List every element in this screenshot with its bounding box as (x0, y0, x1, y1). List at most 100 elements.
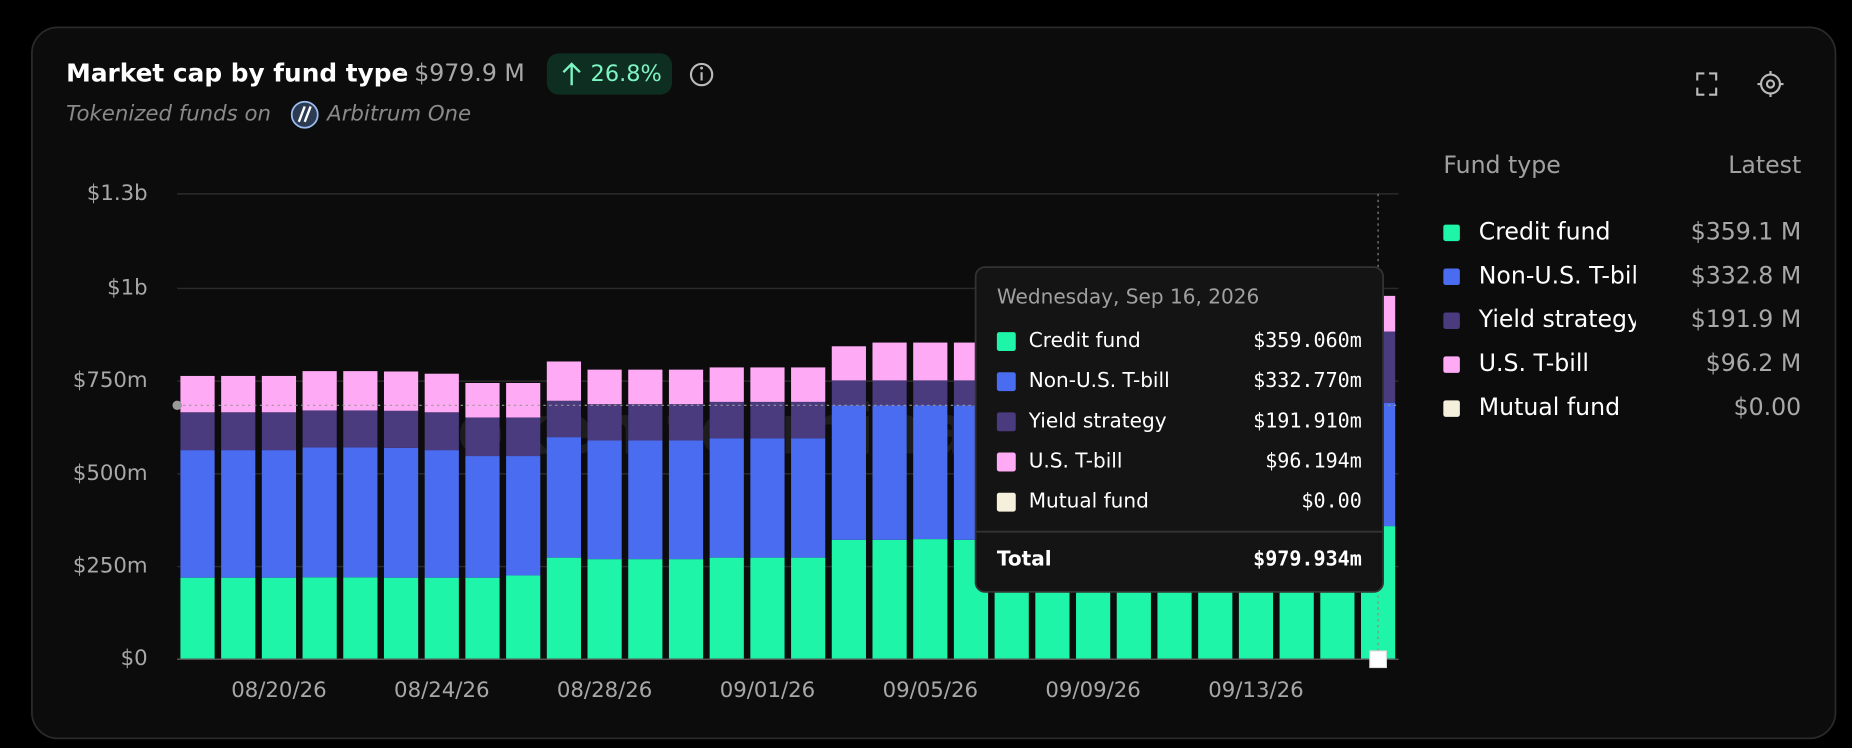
bar-segment (261, 375, 297, 413)
settings-icon[interactable] (1757, 71, 1784, 98)
bar-segment (750, 367, 785, 402)
bar-segment (424, 450, 459, 578)
tooltip-series-name: Credit fund (1029, 328, 1141, 352)
bar-segment (424, 412, 459, 451)
bar-segment (913, 539, 948, 660)
bar-segment (750, 401, 785, 439)
legend-name: Mutual fund (1479, 393, 1620, 421)
bar-segment (302, 447, 337, 578)
bar-segment (750, 557, 785, 660)
bar-segment (261, 412, 297, 451)
tooltip: Wednesday, Sep 16, 2026 Credit fund $359.0… (974, 266, 1384, 593)
legend-name: Yield strategy (1478, 305, 1641, 333)
bar-segment (587, 440, 622, 560)
bar-segment (506, 382, 541, 418)
bar-segment (261, 450, 297, 578)
bar-segment (180, 450, 215, 578)
bar-segment (546, 400, 582, 438)
tooltip-value: $96.194m (1265, 448, 1362, 472)
bar-segment (506, 456, 541, 576)
bar-segment (221, 577, 256, 660)
bar-segment (424, 577, 459, 660)
bar-segment (831, 380, 866, 406)
bar-segment (302, 410, 337, 448)
bar-segment (872, 380, 907, 406)
y-tick-label: $0 (121, 646, 148, 671)
tooltip-value: $0.00 (1301, 489, 1361, 513)
legend-name: Credit fund (1479, 217, 1611, 245)
tooltip-swatch (996, 372, 1016, 392)
expand-icon[interactable] (1696, 72, 1718, 96)
bar-segment (465, 456, 500, 578)
y-tick-label: $1.3b (87, 181, 148, 206)
x-tick-label: 09/13/26 (1208, 678, 1303, 703)
tooltip-total-label: Total (997, 547, 1052, 571)
bar-segment (546, 557, 582, 660)
tooltip-series-name: Yield strategy (1028, 408, 1167, 432)
tooltip-value: $359.060m (1253, 328, 1362, 352)
bar-segment (791, 401, 826, 439)
y-tick-label: $500m (73, 461, 148, 486)
bar-segment (872, 539, 907, 660)
bar-segment (831, 539, 866, 660)
bar-segment (546, 437, 582, 558)
bar-segment (302, 371, 337, 411)
bar-segment (709, 367, 744, 402)
bar-segment (343, 410, 378, 448)
bar-segment (709, 401, 744, 439)
legend-name: U.S. T-bill (1479, 349, 1589, 377)
legend-swatch (1443, 268, 1460, 286)
bar-segment (750, 438, 785, 558)
x-tick-label: 08/20/26 (231, 678, 326, 703)
bar-segment (506, 575, 541, 660)
bar-segment (668, 559, 704, 660)
bar-segment (628, 369, 663, 405)
bar-segment (465, 577, 500, 660)
bar-segment (180, 412, 215, 451)
bar-segment (668, 369, 704, 405)
bar-segment (506, 417, 541, 457)
y-tick-label: $1b (107, 275, 148, 300)
hover-marker (1369, 650, 1387, 669)
bar-segment (872, 342, 907, 381)
bar-segment (709, 557, 744, 660)
bar-segment (221, 450, 256, 578)
tooltip-series-name: Non-U.S. T-bill (1029, 368, 1170, 392)
legend-header: Fund type (1443, 151, 1560, 179)
bar-segment (221, 412, 256, 451)
bar-segment (913, 342, 948, 381)
y-tick-label: $250m (73, 554, 148, 579)
bar-segment (668, 404, 704, 441)
bar-segment (343, 447, 378, 578)
bar-segment (913, 380, 948, 406)
bar-segment (831, 405, 866, 540)
tooltip-box (974, 266, 1384, 593)
bar-segment (383, 447, 419, 578)
chain-icon (290, 100, 319, 129)
legend-latest: $359.1 M (1691, 217, 1801, 245)
legend: Fund type Latest Credit fund $359.1 M Non-… (1443, 151, 1801, 421)
legend-latest: $191.9 M (1691, 305, 1801, 333)
tooltip-swatch (996, 452, 1016, 472)
bar-segment (383, 577, 419, 660)
bar-segment (221, 375, 256, 413)
bar-segment (343, 577, 378, 660)
info-icon[interactable] (689, 62, 714, 87)
x-tick-label: 09/09/26 (1045, 678, 1140, 703)
legend-swatch (1443, 400, 1460, 417)
title: Market cap by fund type (66, 59, 408, 88)
bar-segment (628, 440, 663, 560)
tooltip-series-name: Mutual fund (1029, 489, 1149, 513)
change-badge (546, 53, 673, 95)
bar-segment (628, 404, 663, 441)
bar-segment (913, 405, 948, 540)
legend-header: Latest (1728, 151, 1801, 179)
tooltip-value: $332.770m (1253, 368, 1362, 392)
legend-swatch (1443, 356, 1460, 373)
tooltip-swatch (996, 332, 1016, 351)
bar-segment (831, 346, 866, 381)
bar-segment (791, 438, 826, 558)
bar-segment (343, 371, 378, 411)
